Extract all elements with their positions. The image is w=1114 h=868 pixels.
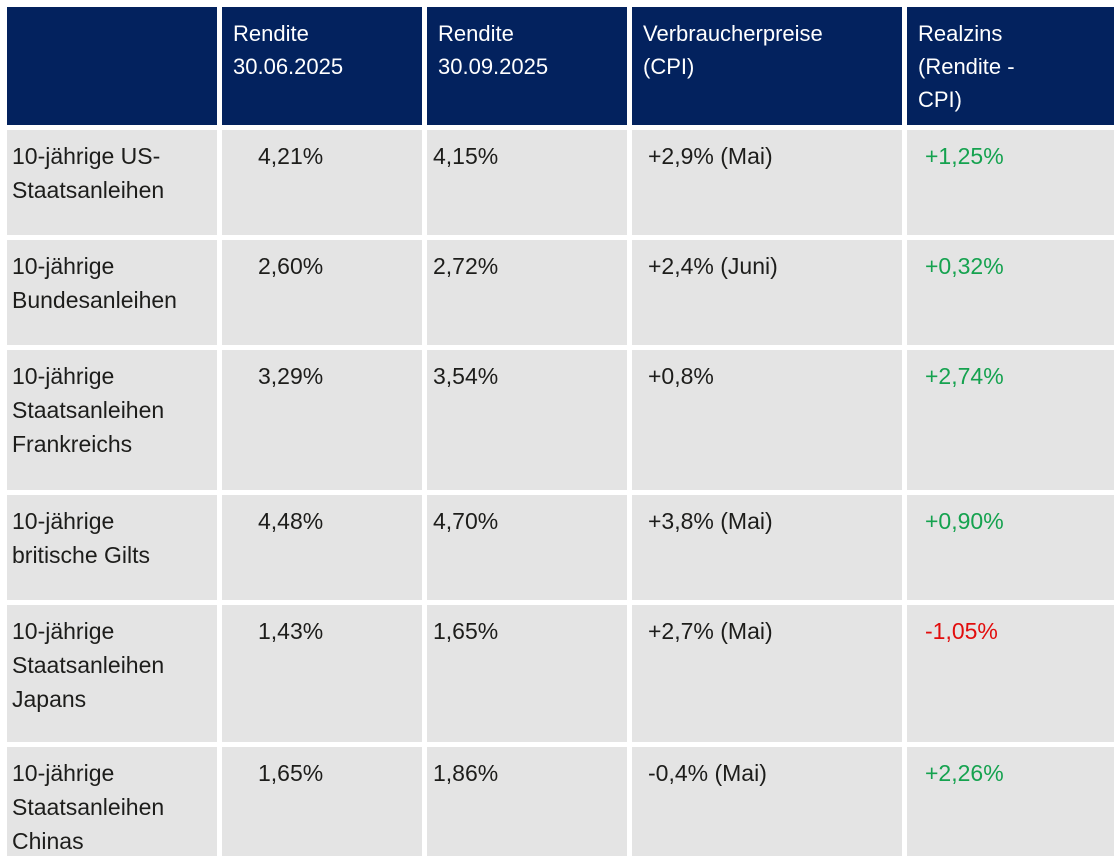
rendite-jun-value: 4,48% bbox=[222, 495, 422, 600]
rendite-jun-value: 1,43% bbox=[222, 605, 422, 742]
header-cell-rendite-sep: Rendite 30.09.2025 bbox=[427, 7, 627, 125]
bond-label: 10-jährige britische Gilts bbox=[7, 495, 217, 600]
rendite-sep-value: 1,86% bbox=[427, 747, 627, 856]
rendite-sep-value: 4,70% bbox=[427, 495, 627, 600]
cpi-value: +3,8% (Mai) bbox=[632, 495, 902, 600]
realzins-value: +2,74% bbox=[907, 350, 1114, 490]
realzins-value: +0,90% bbox=[907, 495, 1114, 600]
bond-label: 10-jährige US- Staatsanleihen bbox=[7, 130, 217, 235]
rendite-sep-value: 3,54% bbox=[427, 350, 627, 490]
cpi-value: +0,8% bbox=[632, 350, 902, 490]
bond-label: 10-jährige Staatsanleihen Japans bbox=[7, 605, 217, 742]
cpi-value: +2,7% (Mai) bbox=[632, 605, 902, 742]
rendite-sep-value: 2,72% bbox=[427, 240, 627, 345]
realzins-value: +1,25% bbox=[907, 130, 1114, 235]
header-cell-rendite-jun: Rendite 30.06.2025 bbox=[222, 7, 422, 125]
bond-label: 10-jährige Staatsanleihen Frankreichs bbox=[7, 350, 217, 490]
rendite-jun-value: 3,29% bbox=[222, 350, 422, 490]
cpi-value: +2,4% (Juni) bbox=[632, 240, 902, 345]
bond-label: 10-jährige Staatsanleihen Chinas bbox=[7, 747, 217, 856]
header-cell-cpi: Verbraucherpreise (CPI) bbox=[632, 7, 902, 125]
rendite-sep-value: 4,15% bbox=[427, 130, 627, 235]
rendite-jun-value: 4,21% bbox=[222, 130, 422, 235]
realzins-value: -1,05% bbox=[907, 605, 1114, 742]
bond-label: 10-jährige Bundesanleihen bbox=[7, 240, 217, 345]
rendite-jun-value: 1,65% bbox=[222, 747, 422, 856]
cpi-value: -0,4% (Mai) bbox=[632, 747, 902, 856]
header-cell-empty bbox=[7, 7, 217, 125]
rendite-jun-value: 2,60% bbox=[222, 240, 422, 345]
realzins-value: +0,32% bbox=[907, 240, 1114, 345]
cpi-value: +2,9% (Mai) bbox=[632, 130, 902, 235]
header-cell-realzins: Realzins (Rendite - CPI) bbox=[907, 7, 1114, 125]
realzins-value: +2,26% bbox=[907, 747, 1114, 856]
rendite-sep-value: 1,65% bbox=[427, 605, 627, 742]
